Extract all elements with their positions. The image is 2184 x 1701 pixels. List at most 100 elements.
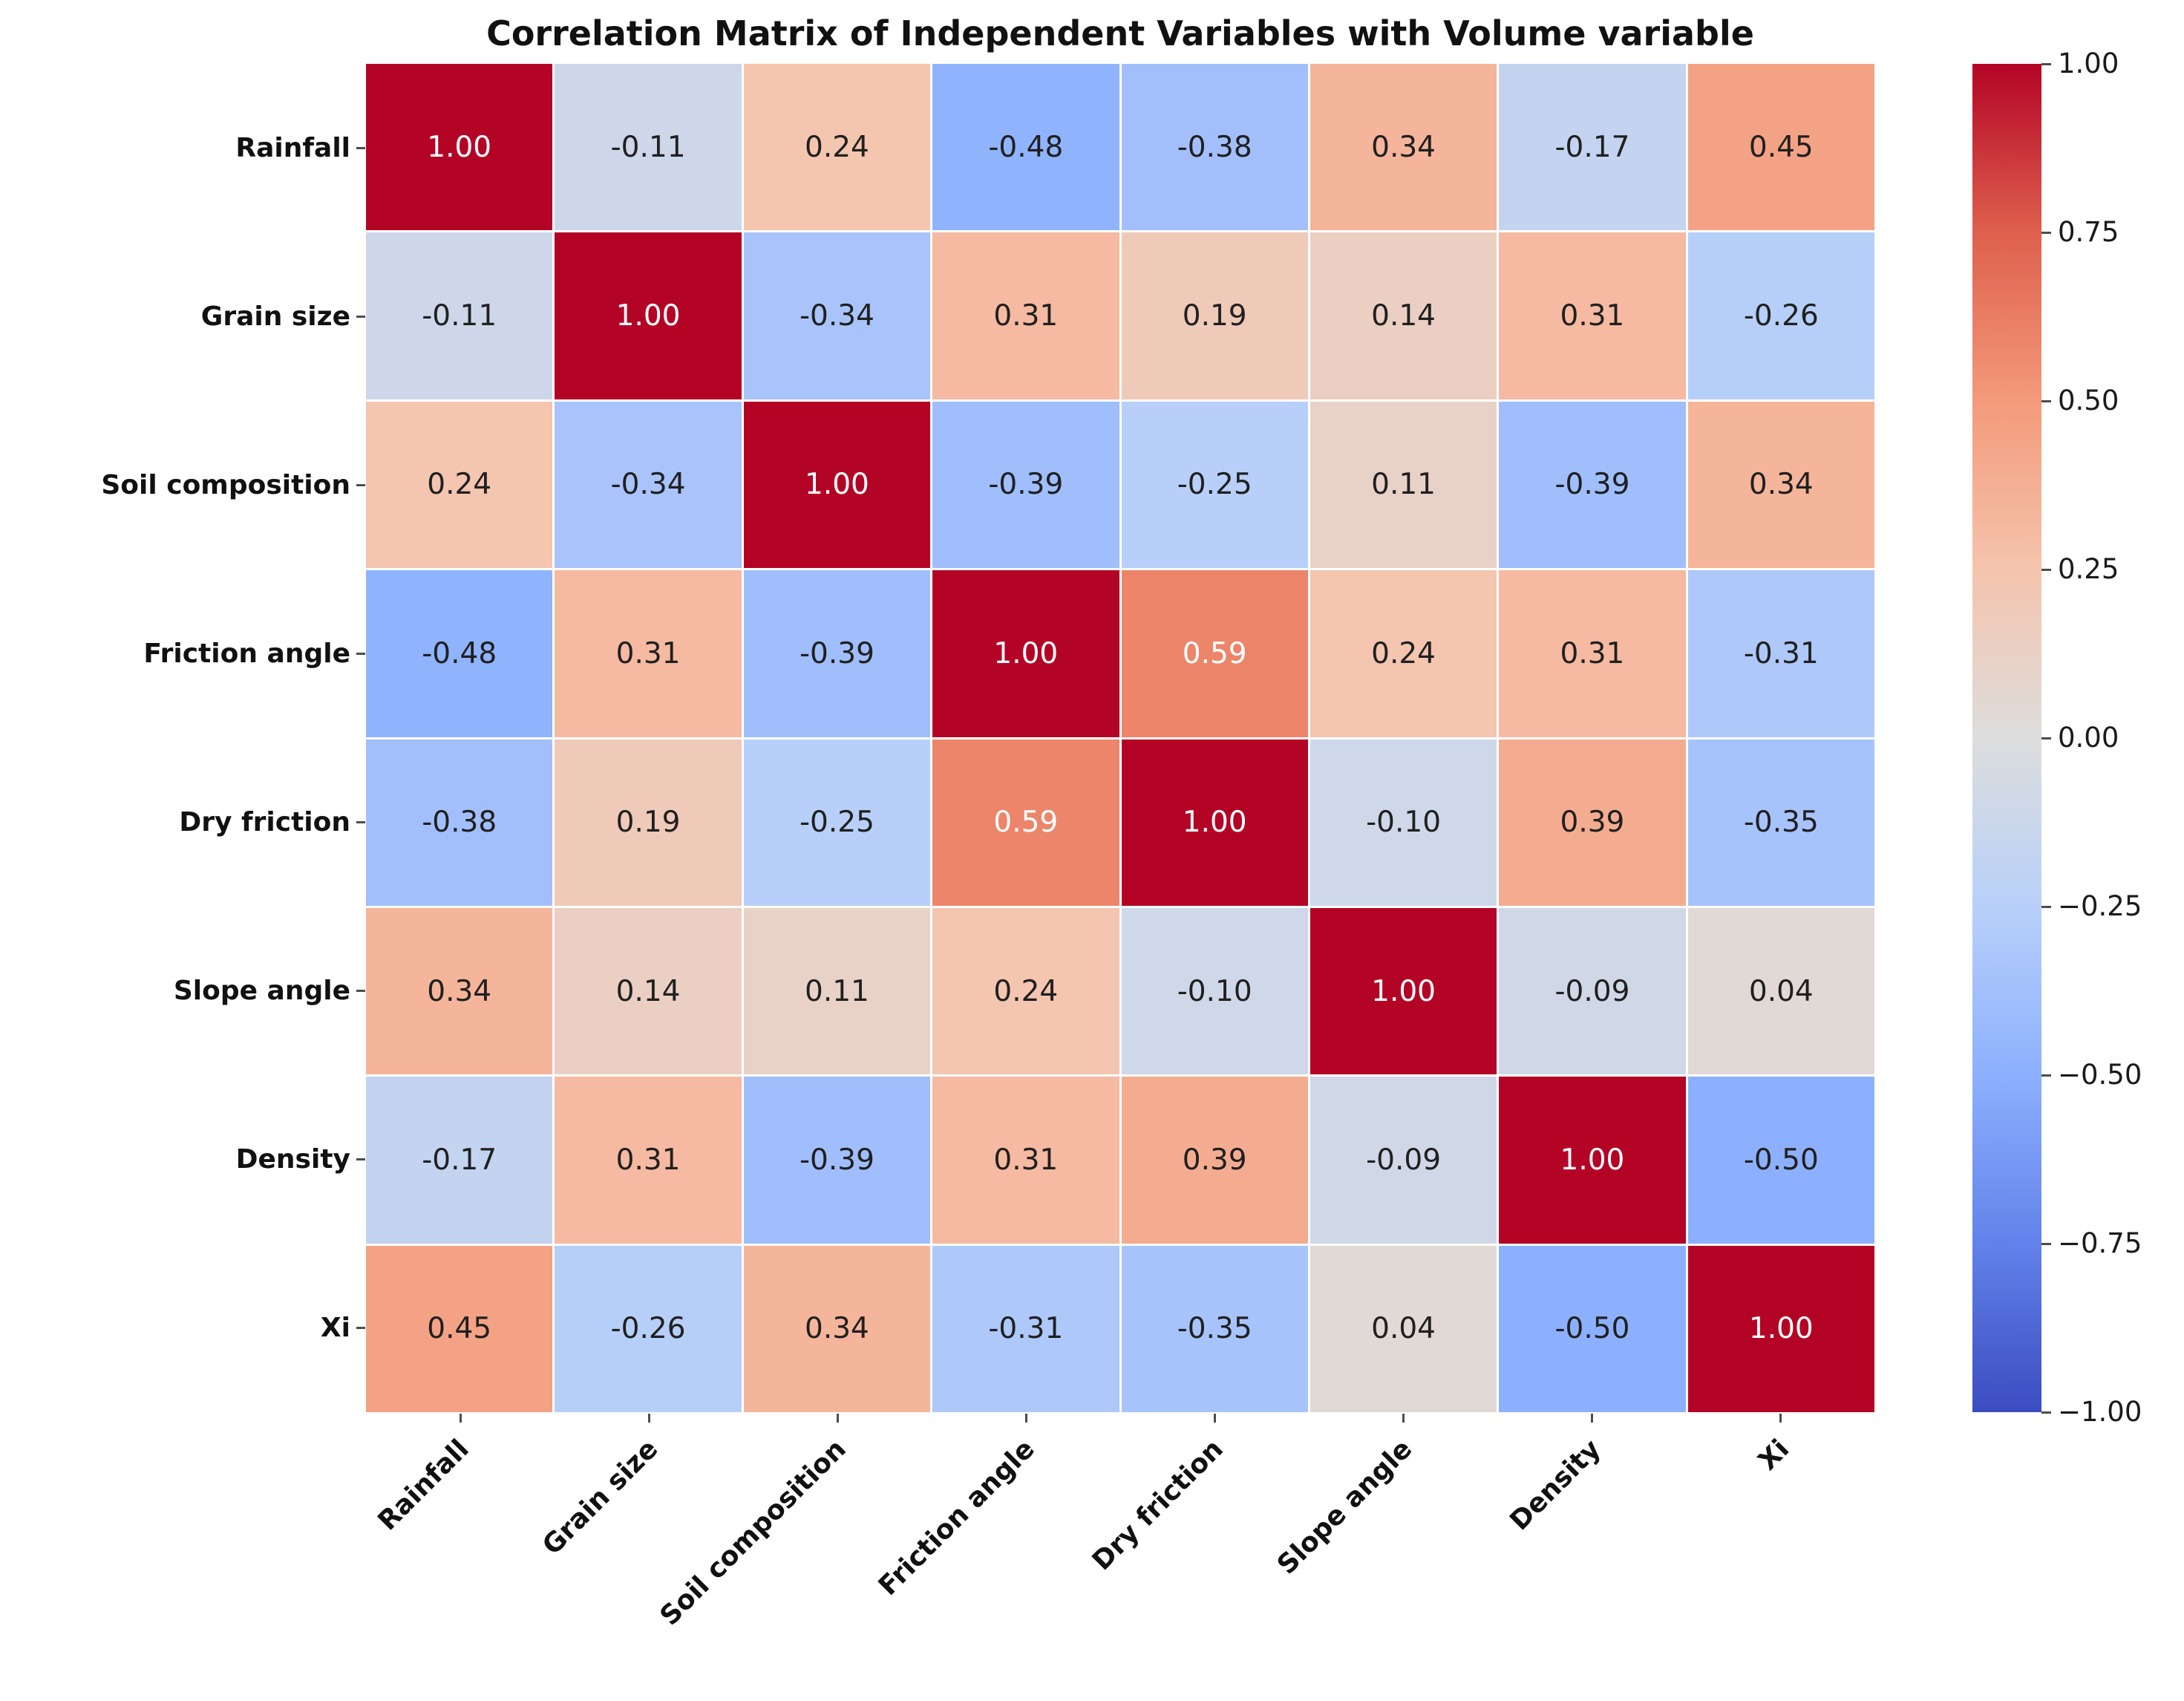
y-tick-label: Grain size xyxy=(200,301,350,332)
heatmap-cell: -0.17 xyxy=(366,1077,553,1244)
colorbar-tick-mark xyxy=(2041,1411,2051,1414)
heatmap-cell: -0.10 xyxy=(1310,739,1497,906)
heatmap-cell: 0.39 xyxy=(1499,739,1686,906)
heatmap-cell: -0.39 xyxy=(932,401,1119,569)
heatmap-cell: 0.34 xyxy=(1687,401,1874,569)
x-tick-mark xyxy=(647,1414,650,1423)
colorbar-tick-label: 0.25 xyxy=(2058,553,2119,585)
heatmap-cell: 1.00 xyxy=(1310,907,1497,1075)
heatmap-cell: -0.17 xyxy=(1499,64,1686,231)
x-tick-label: Density xyxy=(1503,1434,1607,1537)
heatmap-cell: -0.25 xyxy=(743,739,931,906)
heatmap-cell: 0.31 xyxy=(1499,570,1686,737)
colorbar-tick-label: −0.25 xyxy=(2058,890,2142,922)
colorbar-tick-label: 0.00 xyxy=(2058,722,2119,754)
colorbar-tick-label: 1.00 xyxy=(2058,48,2119,79)
colorbar-tick-mark xyxy=(2041,231,2051,234)
heatmap-cell: -0.26 xyxy=(1687,232,1874,399)
heatmap-cell: 0.24 xyxy=(743,64,931,231)
x-tick-label: Rainfall xyxy=(372,1434,476,1537)
heatmap-cell: 0.45 xyxy=(1687,64,1874,231)
heatmap-cell: -0.10 xyxy=(1121,907,1308,1075)
colorbar xyxy=(1972,64,2041,1412)
heatmap-cell: -0.09 xyxy=(1310,1077,1497,1244)
heatmap-cell: -0.11 xyxy=(555,64,742,231)
heatmap-cell: 1.00 xyxy=(743,401,931,569)
x-tick-label: Xi xyxy=(1752,1434,1796,1477)
heatmap-cell: -0.11 xyxy=(366,232,553,399)
heatmap-cell: -0.26 xyxy=(555,1245,742,1412)
heatmap-cell: -0.39 xyxy=(743,1077,931,1244)
heatmap-cell: 1.00 xyxy=(1687,1245,1874,1412)
y-tick-label: Friction angle xyxy=(143,638,350,669)
heatmap-cell: 0.11 xyxy=(1310,401,1497,569)
heatmap-cell: 0.19 xyxy=(555,739,742,906)
y-tick-mark xyxy=(356,1158,365,1160)
heatmap-cell: -0.34 xyxy=(555,401,742,569)
y-tick-label: Xi xyxy=(320,1312,350,1343)
heatmap-cell: -0.35 xyxy=(1121,1245,1308,1412)
heatmap-cell: 0.04 xyxy=(1687,907,1874,1075)
y-tick-label: Density xyxy=(235,1143,350,1175)
y-tick-mark xyxy=(356,653,365,655)
heatmap-cell: -0.31 xyxy=(1687,570,1874,737)
x-tick-mark xyxy=(1024,1414,1027,1423)
x-tick-label: Soil composition xyxy=(654,1434,853,1632)
y-tick-mark xyxy=(356,990,365,992)
heatmap-cell: 0.59 xyxy=(1121,570,1308,737)
y-tick-label: Slope angle xyxy=(173,975,350,1006)
heatmap-cell: -0.39 xyxy=(1499,401,1686,569)
colorbar-tick-mark xyxy=(2041,1074,2051,1077)
x-tick-mark xyxy=(1402,1414,1405,1423)
heatmap-cell: 0.14 xyxy=(555,907,742,1075)
y-tick-mark xyxy=(356,316,365,318)
colorbar-tick-label: −1.00 xyxy=(2058,1396,2142,1428)
heatmap-cell: 0.11 xyxy=(743,907,931,1075)
colorbar-tick-label: −0.75 xyxy=(2058,1227,2142,1259)
heatmap-cell: -0.35 xyxy=(1687,739,1874,906)
heatmap-cell: -0.50 xyxy=(1499,1245,1686,1412)
heatmap-cell: -0.38 xyxy=(1121,64,1308,231)
colorbar-tick-mark xyxy=(2041,737,2051,740)
x-tick-mark xyxy=(1779,1414,1782,1423)
heatmap-grid: 1.00 -0.11 0.24 -0.48 -0.38 0.34 -0.17 0.45 -0.1… xyxy=(366,64,1874,1412)
x-tick-label: Slope angle xyxy=(1271,1434,1419,1581)
colorbar-tick-mark xyxy=(2041,905,2051,908)
heatmap-cell: 0.24 xyxy=(366,401,553,569)
heatmap-cell: -0.48 xyxy=(366,570,553,737)
x-tick-label: Grain size xyxy=(536,1434,664,1561)
x-tick-label: Dry friction xyxy=(1087,1434,1230,1577)
heatmap-cell: 1.00 xyxy=(555,232,742,399)
heatmap-cell: 0.04 xyxy=(1310,1245,1497,1412)
heatmap-cell: 0.31 xyxy=(932,1077,1119,1244)
heatmap-cell: -0.31 xyxy=(932,1245,1119,1412)
heatmap-cell: 0.24 xyxy=(932,907,1119,1075)
y-tick-mark xyxy=(356,1327,365,1329)
heatmap-cell: 0.31 xyxy=(932,232,1119,399)
y-tick-label: Rainfall xyxy=(235,132,350,163)
heatmap-cell: 0.31 xyxy=(555,1077,742,1244)
chart-title: Correlation Matrix of Independent Variab… xyxy=(486,13,1754,53)
x-tick-mark xyxy=(1213,1414,1216,1423)
heatmap-cell: -0.48 xyxy=(932,64,1119,231)
heatmap-cell: -0.09 xyxy=(1499,907,1686,1075)
colorbar-tick-mark xyxy=(2041,1242,2051,1245)
heatmap-cell: -0.25 xyxy=(1121,401,1308,569)
heatmap-cell: 0.19 xyxy=(1121,232,1308,399)
colorbar-tick-label: 0.75 xyxy=(2058,216,2119,248)
heatmap-cell: 0.14 xyxy=(1310,232,1497,399)
colorbar-tick-mark xyxy=(2041,568,2051,571)
colorbar-tick-mark xyxy=(2041,62,2051,65)
heatmap-cell: 1.00 xyxy=(366,64,553,231)
colorbar-tick-label: −0.50 xyxy=(2058,1059,2142,1091)
y-tick-mark xyxy=(356,484,365,486)
heatmap-cell: -0.34 xyxy=(743,232,931,399)
heatmap-cell: -0.38 xyxy=(366,739,553,906)
y-tick-mark xyxy=(356,147,365,149)
heatmap-cell: -0.50 xyxy=(1687,1077,1874,1244)
colorbar-tick-mark xyxy=(2041,399,2051,402)
y-tick-label: Soil composition xyxy=(101,469,350,500)
heatmap-cell: 0.34 xyxy=(1310,64,1497,231)
x-tick-mark xyxy=(1590,1414,1593,1423)
